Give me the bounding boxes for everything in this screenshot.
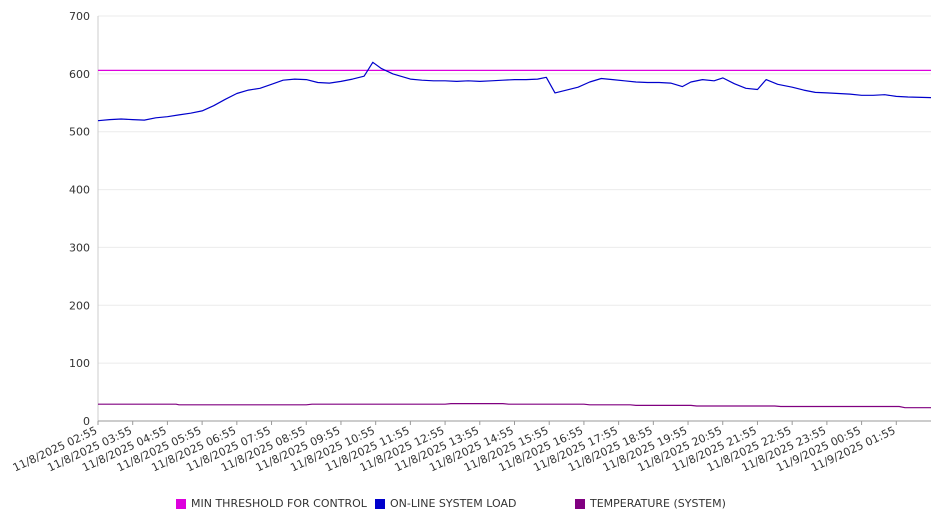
y-axis-tick-labels: 0 100 200 300 400 500 600 700 — [69, 10, 90, 428]
legend-item-threshold[interactable]: MIN THRESHOLD FOR CONTROL — [176, 497, 367, 510]
legend: MIN THRESHOLD FOR CONTROL ON-LINE SYSTEM… — [0, 497, 946, 513]
series-line-temperature — [98, 403, 931, 409]
legend-label-threshold: MIN THRESHOLD FOR CONTROL — [191, 497, 367, 510]
legend-swatch-system-load — [375, 498, 385, 509]
legend-label-temperature: TEMPERATURE (SYSTEM) — [590, 497, 726, 510]
legend-item-system-load[interactable]: ON-LINE SYSTEM LOAD — [375, 497, 516, 510]
series-lines — [97, 61, 932, 409]
axes — [97, 16, 931, 425]
y-tick-label: 200 — [69, 299, 90, 312]
legend-item-temperature[interactable]: TEMPERATURE (SYSTEM) — [575, 497, 726, 510]
y-tick-label: 700 — [69, 10, 90, 23]
y-tick-label: 300 — [69, 241, 90, 254]
series-line-system-load — [97, 61, 932, 122]
y-tick-label: 400 — [69, 184, 90, 197]
legend-swatch-temperature — [575, 498, 585, 509]
y-tick-label: 600 — [69, 68, 90, 81]
y-tick-label: 100 — [69, 357, 90, 370]
legend-label-system-load: ON-LINE SYSTEM LOAD — [390, 497, 517, 510]
y-tick-label: 500 — [69, 126, 90, 139]
grid-lines — [98, 15, 931, 364]
y-tick-label: 0 — [83, 415, 90, 428]
legend-swatch-threshold — [176, 498, 186, 509]
